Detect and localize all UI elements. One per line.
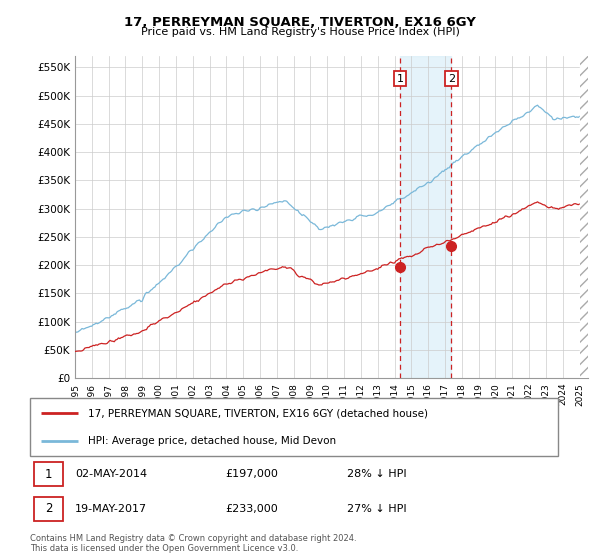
Text: 1: 1: [397, 73, 404, 83]
Text: 2: 2: [45, 502, 52, 515]
Text: Contains HM Land Registry data © Crown copyright and database right 2024.
This d: Contains HM Land Registry data © Crown c…: [30, 534, 356, 553]
Text: 1: 1: [45, 468, 52, 480]
Text: 17, PERREYMAN SQUARE, TIVERTON, EX16 6GY (detached house): 17, PERREYMAN SQUARE, TIVERTON, EX16 6GY…: [88, 408, 428, 418]
Text: £233,000: £233,000: [226, 504, 278, 514]
Bar: [400, 56, 451, 378]
FancyBboxPatch shape: [34, 462, 63, 486]
Text: 17, PERREYMAN SQUARE, TIVERTON, EX16 6GY: 17, PERREYMAN SQUARE, TIVERTON, EX16 6GY: [124, 16, 476, 29]
Text: Price paid vs. HM Land Registry's House Price Index (HPI): Price paid vs. HM Land Registry's House …: [140, 27, 460, 37]
Text: 19-MAY-2017: 19-MAY-2017: [75, 504, 147, 514]
Text: HPI: Average price, detached house, Mid Devon: HPI: Average price, detached house, Mid …: [88, 436, 336, 446]
FancyBboxPatch shape: [34, 497, 63, 521]
FancyBboxPatch shape: [30, 398, 558, 456]
Text: 2: 2: [448, 73, 455, 83]
Text: 27% ↓ HPI: 27% ↓ HPI: [347, 504, 406, 514]
Bar: [580, 56, 588, 378]
Text: 02-MAY-2014: 02-MAY-2014: [75, 469, 147, 479]
Bar: [580, 56, 588, 378]
Text: £197,000: £197,000: [226, 469, 278, 479]
Text: 28% ↓ HPI: 28% ↓ HPI: [347, 469, 406, 479]
